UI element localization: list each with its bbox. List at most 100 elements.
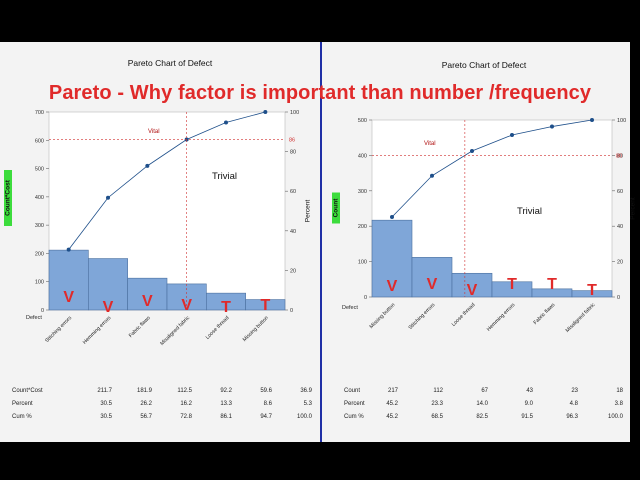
table-cell: 13.3 xyxy=(220,401,232,407)
table-cell: 8.6 xyxy=(263,401,272,407)
annotation-2-4: T xyxy=(507,276,517,293)
y-tick-label: 600 xyxy=(35,138,44,144)
cumulative-point-2-6 xyxy=(590,118,594,122)
table-cell: 211.7 xyxy=(97,388,112,394)
table-cell: 96.3 xyxy=(566,414,578,420)
category-label-2-4: Hemming errors xyxy=(486,302,517,333)
ylabel-highlight-1 xyxy=(4,170,12,226)
annotation-1-4: V xyxy=(181,297,192,314)
table-row-label: Percent xyxy=(344,401,365,407)
table-cell: 14.0 xyxy=(476,401,488,407)
y-axis-label-1: Count*Cost xyxy=(5,179,12,216)
trivial-label-2: Trivial xyxy=(517,206,542,217)
bar-1-6 xyxy=(245,299,286,311)
table-row-label: Count*Cost xyxy=(12,388,43,394)
table-cell: 56.7 xyxy=(140,414,152,420)
cumulative-point-2-4 xyxy=(510,133,514,138)
y2-tick-label: 20 xyxy=(290,268,296,274)
y2-axis-label-2: Percent xyxy=(630,197,637,220)
chart-title-2: Pareto Chart of Defect xyxy=(442,60,527,70)
panel-divider xyxy=(320,42,322,442)
y-tick-label: 200 xyxy=(35,251,44,257)
category-label-1-5: Loose thread xyxy=(205,315,231,341)
cumulative-line-2 xyxy=(391,119,593,218)
table-cell: 82.5 xyxy=(476,414,488,420)
cumulative-point-2-2 xyxy=(430,173,434,178)
bar-1-2 xyxy=(88,258,128,311)
category-label-2-2: Stitching errors xyxy=(408,302,437,331)
cumulative-point-1-5 xyxy=(224,120,228,125)
y-tick-label: 100 xyxy=(35,280,44,286)
left-data-table: Count*Cost 211.7 181.9 112.5 92.2 59.6 36.9 Per… xyxy=(12,388,312,428)
y2-tick-label: 100 xyxy=(290,110,299,116)
table-cell: 4.8 xyxy=(569,401,578,407)
vital-label-2: Vital xyxy=(424,141,436,147)
y-tick-label: 0 xyxy=(364,295,367,301)
cumulative-line-1 xyxy=(68,111,266,250)
table-cell: 30.5 xyxy=(100,401,112,407)
right-data-table: Count 217 112 67 43 23 18 Percent 45.2 23.3 14.0 9.… xyxy=(344,388,624,428)
cumulative-point-1-3 xyxy=(145,163,150,168)
y-tick-label: 100 xyxy=(358,260,367,266)
table-cell: 112 xyxy=(433,388,443,394)
y2-tick-label: 40 xyxy=(290,229,296,235)
y-axis-label-2: Count xyxy=(333,198,340,218)
cumulative-point-2-3 xyxy=(470,148,474,153)
table-cell: 18 xyxy=(616,388,623,394)
table-cell: 45.2 xyxy=(386,401,398,407)
table-cell: 23 xyxy=(571,388,578,394)
category-label-1-3: Fabric flaws xyxy=(128,315,152,339)
y-tick-label: 500 xyxy=(358,118,367,124)
annotation-1-1: V xyxy=(63,289,74,306)
table-cell: 94.7 xyxy=(260,414,272,420)
annotation-2-3: V xyxy=(467,282,478,299)
annotation-2-2: V xyxy=(427,276,438,293)
table-cell: 68.5 xyxy=(431,414,443,420)
trivial-label-1: Trivial xyxy=(212,171,237,182)
table-cell: 43 xyxy=(526,388,533,394)
table-cell: 5.3 xyxy=(303,401,312,407)
category-label-1-1: Stitching errors xyxy=(44,315,73,344)
y-tick-label: 400 xyxy=(35,195,44,201)
category-label-2-6: Misaligned fabric xyxy=(565,302,597,334)
table-cell: 3.8 xyxy=(614,401,623,407)
ref-label-2: 80 xyxy=(616,153,622,159)
table-cell: 217 xyxy=(387,388,398,394)
banner-title: Pareto - Why factor is important than nu… xyxy=(48,82,592,104)
bar-2-1 xyxy=(371,219,413,298)
bar-2-6 xyxy=(571,290,613,298)
bar-1-3 xyxy=(127,277,168,311)
table-cell: 100.0 xyxy=(607,414,623,420)
category-label-1-6: Missing button xyxy=(242,315,270,343)
y-tick-label: 400 xyxy=(358,153,367,159)
category-label-2-3: Loose thread xyxy=(451,302,477,328)
annotation-2-1: V xyxy=(387,278,398,295)
y2-tick-label: 60 xyxy=(617,189,623,195)
y2-axis-label-1: Percent xyxy=(305,200,312,223)
y2-tick-label: 0 xyxy=(617,295,620,301)
table-cell: 100.0 xyxy=(296,414,312,420)
table-cell: 45.2 xyxy=(386,414,398,420)
annotation-1-3: V xyxy=(142,293,153,310)
y2-tick-label: 20 xyxy=(617,260,623,266)
category-label-1-2: Hemming errors xyxy=(82,315,113,346)
cumulative-point-2-1 xyxy=(390,214,394,219)
chart-title-1: Pareto Chart of Defect xyxy=(128,58,213,68)
table-cell: 112.5 xyxy=(177,388,192,394)
y-tick-label: 500 xyxy=(35,167,44,173)
y2-tick-label: 60 xyxy=(290,189,296,195)
table-cell: 181.9 xyxy=(136,388,152,394)
table-cell: 30.5 xyxy=(100,414,112,420)
ylabel-highlight-2 xyxy=(332,192,340,224)
y2-tick-label: 100 xyxy=(617,118,626,124)
y-tick-label: 700 xyxy=(35,110,44,116)
table-cell: 36.9 xyxy=(300,388,312,394)
bar-2-2 xyxy=(411,257,453,298)
y-tick-label: 0 xyxy=(41,308,44,314)
bar-1-1 xyxy=(48,249,89,311)
table-cell: 59.6 xyxy=(260,388,272,394)
category-label-2-1: Missing button xyxy=(369,302,397,330)
ref-label-1: 86 xyxy=(289,138,295,144)
